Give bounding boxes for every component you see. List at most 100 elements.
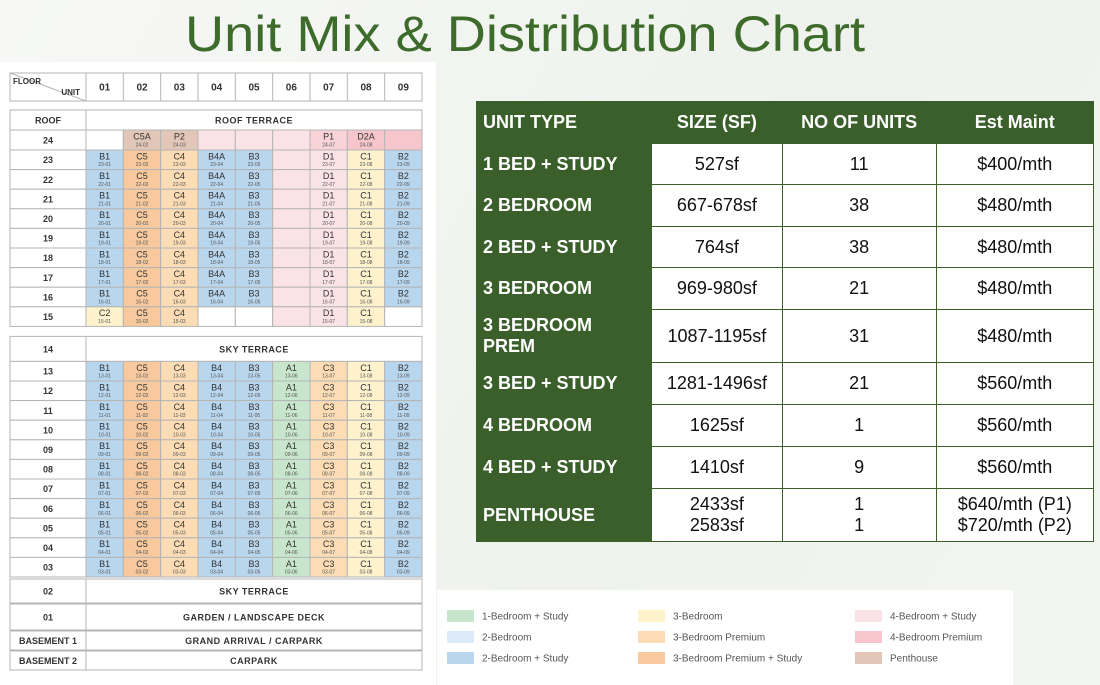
unit-type: A1 (286, 500, 297, 510)
unit-code: 03-04 (210, 570, 223, 576)
amenity-cell (85, 603, 423, 631)
cell-line: $640/mth (P1) (957, 494, 1072, 514)
floor-label: 04 (43, 543, 53, 553)
unit-code: 09-02 (136, 452, 149, 458)
unit-type: A1 (286, 559, 297, 569)
unit-code: 06-01 (98, 511, 111, 517)
unit-code: 08-02 (136, 472, 149, 478)
unit-cell (272, 129, 311, 151)
unit-code: 21-05 (248, 201, 261, 207)
unit-code: 20-01 (98, 221, 111, 227)
unit-type: C1 (360, 171, 372, 181)
corner-floor: FLOOR (13, 77, 41, 86)
unit-code: 12-09 (397, 393, 410, 399)
unit-code: 05-03 (173, 530, 186, 536)
unit-code: 03-02 (136, 570, 149, 576)
table-cell: 969-980sf (651, 267, 783, 310)
unit-type: C5 (136, 289, 148, 299)
unit-code: 07-06 (285, 491, 298, 497)
unit-code: 04-01 (98, 550, 111, 556)
unit-type: P2 (174, 132, 185, 142)
unit-type: C4 (174, 308, 186, 318)
unit-type: B1 (99, 171, 110, 181)
unit-type: C2 (99, 308, 111, 318)
table-cell: 2433sf 2583sf (651, 488, 783, 542)
unit-type: B4A (208, 289, 225, 299)
unit-code: 03-09 (397, 570, 410, 576)
unit-code: 24-02 (136, 143, 149, 149)
unit-code: 18-08 (360, 260, 373, 266)
amenity-label: CARPARK (230, 656, 278, 666)
unit-type: C5 (136, 520, 148, 530)
unit-code: 21-02 (136, 201, 149, 207)
floor-label: 12 (43, 386, 53, 396)
cell-line: 1 (854, 515, 865, 535)
amenity-cell (85, 650, 423, 671)
unit-type: C4 (174, 171, 186, 181)
unit-type: C1 (360, 249, 372, 259)
unit-code: 19-03 (173, 241, 186, 247)
unit-type: B3 (248, 269, 259, 279)
unit-type: C4 (174, 520, 186, 530)
page-title: Unit Mix & Distribution Chart (185, 6, 865, 62)
unit-code: 19-08 (360, 241, 373, 247)
cell-line: 2433sf (689, 494, 744, 514)
unit-code: 09-07 (322, 452, 335, 458)
unit-code: 16-07 (322, 299, 335, 305)
unit-type: B4 (211, 480, 222, 490)
unit-code: 22-09 (397, 182, 410, 188)
table-cell: $560/mth (935, 404, 1095, 447)
table-cell: $400/mth (935, 143, 1095, 185)
unit-code: 12-04 (210, 393, 223, 399)
unit-cell (272, 227, 311, 249)
floor-cell (9, 603, 87, 631)
unit-code: 21-08 (360, 201, 373, 207)
unit-code: 10-05 (248, 432, 261, 438)
unit-code: 23-05 (248, 162, 261, 168)
unit-code: 23-09 (397, 162, 410, 168)
unit-type-cell: 3 BEDROOM (475, 267, 653, 310)
unit-code: 11-01 (98, 413, 111, 419)
unit-type: B4A (208, 269, 225, 279)
unit-type: C3 (323, 402, 335, 412)
unit-type: C5 (136, 500, 148, 510)
unit-type: B3 (248, 210, 259, 220)
unit-code: 07-08 (360, 491, 373, 497)
unit-code: 24-08 (360, 143, 373, 149)
unit-type: B2 (398, 559, 409, 569)
unit-code: 05-08 (360, 530, 373, 536)
unit-code: 05-06 (285, 530, 298, 536)
floor-label: 03 (43, 563, 53, 573)
unit-type: C3 (323, 382, 335, 392)
unit-cell (272, 286, 311, 308)
unit-type: A1 (286, 441, 297, 451)
unit-code: 04-04 (210, 550, 223, 556)
table-cell: $560/mth (935, 362, 1095, 405)
unit-code: 10-04 (210, 432, 223, 438)
unit-code: 06-09 (397, 511, 410, 517)
unit-type: B2 (398, 289, 409, 299)
unit-code: 18-03 (173, 260, 186, 266)
unit-type: C4 (174, 422, 186, 432)
unit-type-cell: 3 BED + STUDY (475, 362, 653, 405)
table-header-row: UNIT TYPE SIZE (SF) NO OF UNITS Est Maint (475, 101, 1095, 144)
unit-cell (197, 129, 236, 151)
unit-type: B4A (208, 230, 225, 240)
unit-code: 05-01 (98, 530, 111, 536)
unit-type: B3 (248, 249, 259, 259)
table-cell: 21 (781, 267, 937, 310)
corner-unit: UNIT (61, 88, 80, 97)
table-cell: 11 (781, 143, 937, 185)
unit-type: C3 (323, 480, 335, 490)
unit-type: C4 (174, 441, 186, 451)
unit-type: C5 (136, 382, 148, 392)
unit-type: C5 (136, 151, 148, 161)
unit-cell (384, 556, 423, 578)
table-header: SIZE (SF) (651, 101, 783, 144)
unit-type: C1 (360, 441, 372, 451)
unit-type: C4 (174, 402, 186, 412)
unit-type: B2 (398, 230, 409, 240)
floor-label: BASEMENT 2 (19, 656, 77, 666)
unit-code: 12-07 (322, 393, 335, 399)
column-label: 07 (323, 83, 335, 94)
